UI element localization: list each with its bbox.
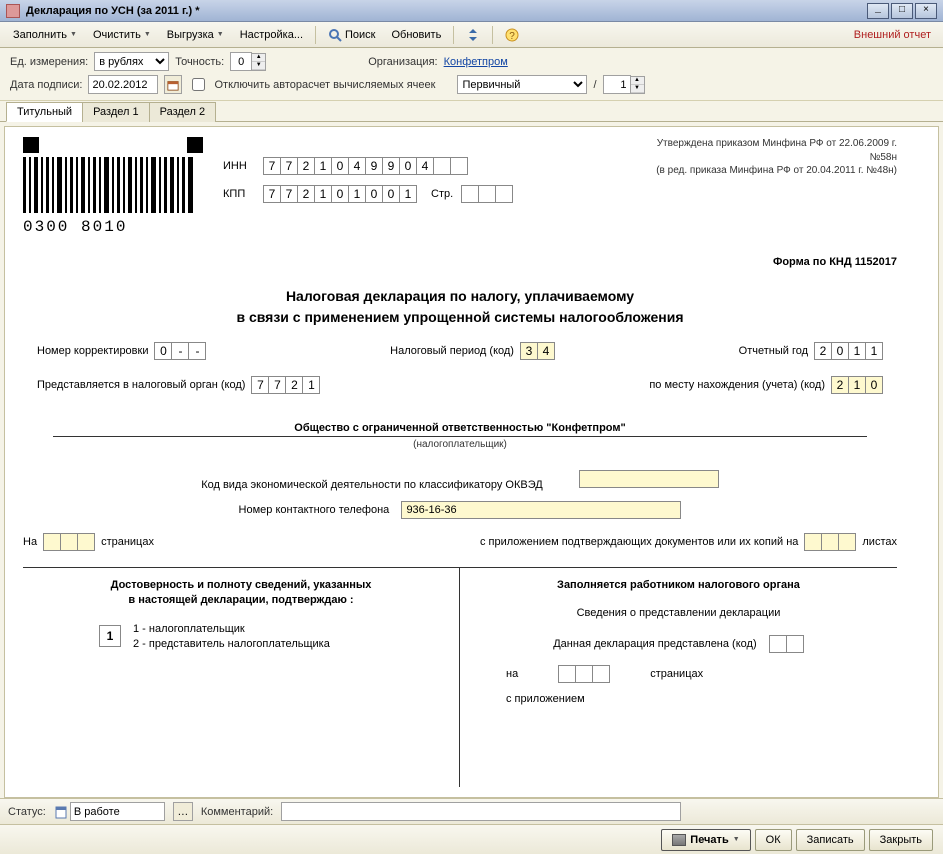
comment-input[interactable] [281, 802, 681, 821]
doctype-select[interactable]: Первичный [457, 75, 587, 94]
refresh-button[interactable]: Обновить [385, 25, 449, 45]
minimize-button[interactable]: _ [867, 3, 889, 19]
page-label: Стр. [431, 188, 453, 200]
sign-date-label: Дата подписи: [10, 79, 82, 91]
status-label: Статус: [8, 806, 46, 818]
corner-mark-right [187, 137, 203, 153]
status-picker-button[interactable]: … [173, 802, 193, 821]
confirm-type-cell[interactable]: 1 [99, 625, 121, 647]
page-cells[interactable] [461, 185, 513, 203]
taxorg-cells[interactable]: 7721 [251, 376, 320, 394]
period-cells[interactable]: 34 [520, 342, 555, 360]
action-bar: Печать▼ ОК Записать Закрыть [0, 824, 943, 854]
page-stepper[interactable]: ▲▼ [603, 75, 645, 94]
unit-label: Ед. измерения: [10, 56, 88, 68]
sheets-label: листах [862, 536, 897, 548]
confirm-title-2: в настоящей декларации, подтверждаю : [39, 593, 443, 608]
close-button[interactable]: × [915, 3, 937, 19]
form-scroll[interactable]: 0300 8010 ИНН 7721049904 КПП 772101001 С… [4, 126, 939, 798]
expand-icon[interactable] [459, 25, 487, 45]
kpp-label: КПП [223, 188, 255, 200]
export-button[interactable]: Выгрузка▼ [160, 25, 231, 45]
org-name-field[interactable]: Общество с ограниченной ответственностью… [53, 422, 867, 437]
maximize-button[interactable]: □ [891, 3, 913, 19]
help-icon[interactable]: ? [498, 25, 526, 45]
app-icon [6, 4, 20, 18]
place-label: по месту нахождения (учета) (код) [649, 379, 825, 391]
precision-label: Точность: [175, 56, 224, 68]
external-report-label: Внешний отчет [854, 29, 937, 41]
status-bar: Статус: … Комментарий: [0, 798, 943, 824]
approved-line2: (в ред. приказа Минфина РФ от 20.04.2011… [627, 164, 897, 178]
approved-line1: Утверждена приказом Минфина РФ от 22.06.… [627, 137, 897, 164]
right-on-label: на [506, 668, 518, 680]
year-label: Отчетный год [739, 345, 808, 357]
print-button[interactable]: Печать▼ [661, 829, 750, 851]
year-cells[interactable]: 2011 [814, 342, 883, 360]
phone-label: Номер контактного телефона [239, 504, 390, 516]
barcode-number: 0300 8010 [23, 218, 203, 236]
right-pres-label: Данная декларация представлена (код) [553, 638, 756, 650]
attach-label: с приложением подтверждающих документов … [480, 536, 798, 548]
org-name-sub: (налогоплательщик) [23, 439, 897, 450]
phone-field[interactable]: 936-16-36 [401, 501, 681, 519]
tab-section2[interactable]: Раздел 2 [149, 102, 217, 122]
opt2-label: 2 - представитель налогоплательщика [133, 638, 330, 650]
period-label: Налоговый период (код) [390, 345, 514, 357]
corr-cells[interactable]: 0-- [154, 342, 206, 360]
disable-autocalc-label: Отключить авторасчет вычисляемых ячеек [214, 79, 435, 91]
fill-button[interactable]: Заполнить▼ [6, 25, 84, 45]
okved-field[interactable] [579, 470, 719, 488]
status-icon [54, 805, 68, 819]
params-panel: Ед. измерения: в рублях Точность: ▲▼ Орг… [0, 48, 943, 101]
tab-section1[interactable]: Раздел 1 [82, 102, 150, 122]
on-label: На [23, 536, 37, 548]
inn-cells[interactable]: 7721049904 [263, 157, 468, 175]
pages-label: страницах [101, 536, 154, 548]
opt1-label: 1 - налогоплательщик [133, 623, 330, 635]
org-link[interactable]: Конфетпром [444, 56, 508, 68]
right-attach-label: с приложением [506, 693, 881, 705]
kpp-cells[interactable]: 772101001 [263, 185, 417, 203]
close-form-button[interactable]: Закрыть [869, 829, 933, 851]
right-title: Заполняется работником налогового органа [476, 578, 881, 593]
precision-stepper[interactable]: ▲▼ [230, 52, 266, 71]
knd-code: Форма по КНД 1152017 [23, 256, 897, 268]
toolbar: Заполнить▼ Очистить▼ Выгрузка▼ Настройка… [0, 22, 943, 48]
corr-label: Номер корректировки [37, 345, 148, 357]
taxorg-label: Представляется в налоговый орган (код) [37, 379, 245, 391]
confirm-title-1: Достоверность и полноту сведений, указан… [39, 578, 443, 593]
settings-button[interactable]: Настройка... [233, 25, 310, 45]
calendar-button[interactable] [164, 75, 182, 94]
printer-icon [672, 834, 686, 846]
tabstrip: Титульный Раздел 1 Раздел 2 [0, 101, 943, 122]
inn-label: ИНН [223, 160, 255, 172]
taxinspector-panel: Заполняется работником налогового органа… [460, 568, 897, 787]
sign-date-input[interactable] [88, 75, 158, 94]
search-button[interactable]: Поиск [321, 25, 382, 45]
window-title: Декларация по УСН (за 2011 г.) * [26, 5, 867, 17]
search-icon [328, 28, 342, 42]
confirm-panel: Достоверность и полноту сведений, указан… [23, 568, 460, 787]
svg-text:?: ? [510, 31, 516, 42]
ok-button[interactable]: ОК [755, 829, 792, 851]
form-title-2: в связи с применением упрощенной системы… [23, 307, 897, 328]
form-title-1: Налоговая декларация по налогу, уплачива… [23, 286, 897, 307]
save-button[interactable]: Записать [796, 829, 865, 851]
comment-label: Комментарий: [201, 806, 273, 818]
org-label: Организация: [368, 56, 437, 68]
clear-button[interactable]: Очистить▼ [86, 25, 158, 45]
tab-title[interactable]: Титульный [6, 102, 83, 122]
disable-autocalc-checkbox[interactable] [192, 78, 205, 91]
right-pages-label: страницах [650, 668, 703, 680]
place-cells[interactable]: 210 [831, 376, 883, 394]
okved-label: Код вида экономической деятельности по к… [201, 479, 543, 491]
titlebar: Декларация по УСН (за 2011 г.) * _ □ × [0, 0, 943, 22]
form-body: 0300 8010 ИНН 7721049904 КПП 772101001 С… [5, 127, 915, 787]
status-select[interactable] [70, 802, 165, 821]
unit-select[interactable]: в рублях [94, 52, 169, 71]
barcode-icon [23, 157, 193, 213]
corner-mark-left [23, 137, 39, 153]
right-sub: Сведения о представлении декларации [476, 607, 881, 619]
